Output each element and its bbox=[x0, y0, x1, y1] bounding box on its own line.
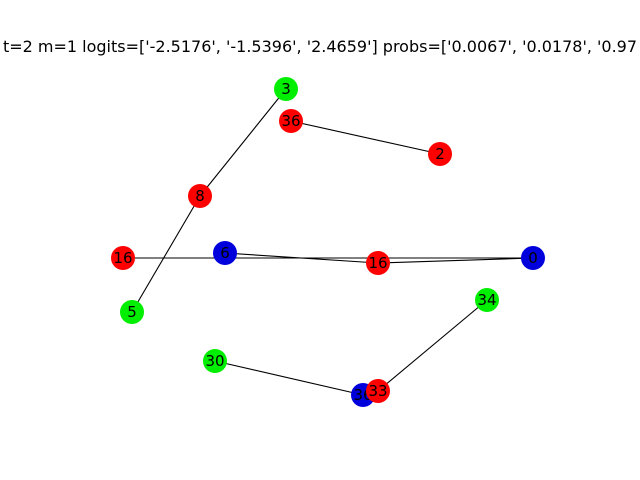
edge-n36-n2 bbox=[290, 120, 441, 155]
node-n16b: 16 bbox=[366, 251, 390, 275]
node-n6: 6 bbox=[213, 241, 237, 265]
node-circle bbox=[475, 288, 499, 312]
node-circle bbox=[213, 241, 237, 265]
node-n16a: 16 bbox=[111, 246, 135, 270]
node-label: 5 bbox=[127, 303, 137, 321]
node-n34: 34 bbox=[475, 288, 499, 312]
node-label: 16 bbox=[113, 249, 132, 267]
node-label: 33 bbox=[368, 382, 387, 400]
node-n2: 2 bbox=[428, 142, 452, 166]
node-label: 0 bbox=[528, 249, 538, 267]
node-n30: 30 bbox=[203, 349, 227, 373]
node-n36: 36 bbox=[279, 109, 303, 133]
graph-title: t=2 m=1 logits=['-2.5176', '-1.5396', '2… bbox=[3, 37, 637, 56]
edge-n33-n34 bbox=[377, 299, 488, 392]
node-n5: 5 bbox=[120, 300, 144, 324]
node-n0: 0 bbox=[521, 246, 545, 270]
node-n8: 8 bbox=[188, 184, 212, 208]
node-n3: 3 bbox=[274, 77, 298, 101]
node-circle bbox=[521, 246, 545, 270]
node-label: 30 bbox=[205, 352, 224, 370]
node-circle bbox=[274, 77, 298, 101]
edge-n6-n16b bbox=[224, 252, 379, 264]
edge-n30-nb bbox=[214, 360, 364, 396]
edge-n3-n8 bbox=[199, 88, 287, 197]
node-circle bbox=[120, 300, 144, 324]
edge-n16b-n0 bbox=[377, 257, 534, 264]
node-label: 3 bbox=[281, 80, 291, 98]
node-circle bbox=[203, 349, 227, 373]
node-label: 16 bbox=[368, 254, 387, 272]
node-label: 8 bbox=[195, 187, 205, 205]
edges-layer bbox=[123, 88, 534, 396]
node-label: 36 bbox=[281, 112, 300, 130]
node-n33: 33 bbox=[366, 379, 390, 403]
node-circle bbox=[279, 109, 303, 133]
node-circle bbox=[366, 379, 390, 403]
node-label: 6 bbox=[220, 244, 230, 262]
node-label: 34 bbox=[477, 291, 496, 309]
edge-n8-n5 bbox=[131, 195, 201, 313]
node-circle bbox=[366, 251, 390, 275]
node-circle bbox=[188, 184, 212, 208]
node-circle bbox=[428, 142, 452, 166]
node-label: 2 bbox=[435, 145, 445, 163]
node-circle bbox=[111, 246, 135, 270]
